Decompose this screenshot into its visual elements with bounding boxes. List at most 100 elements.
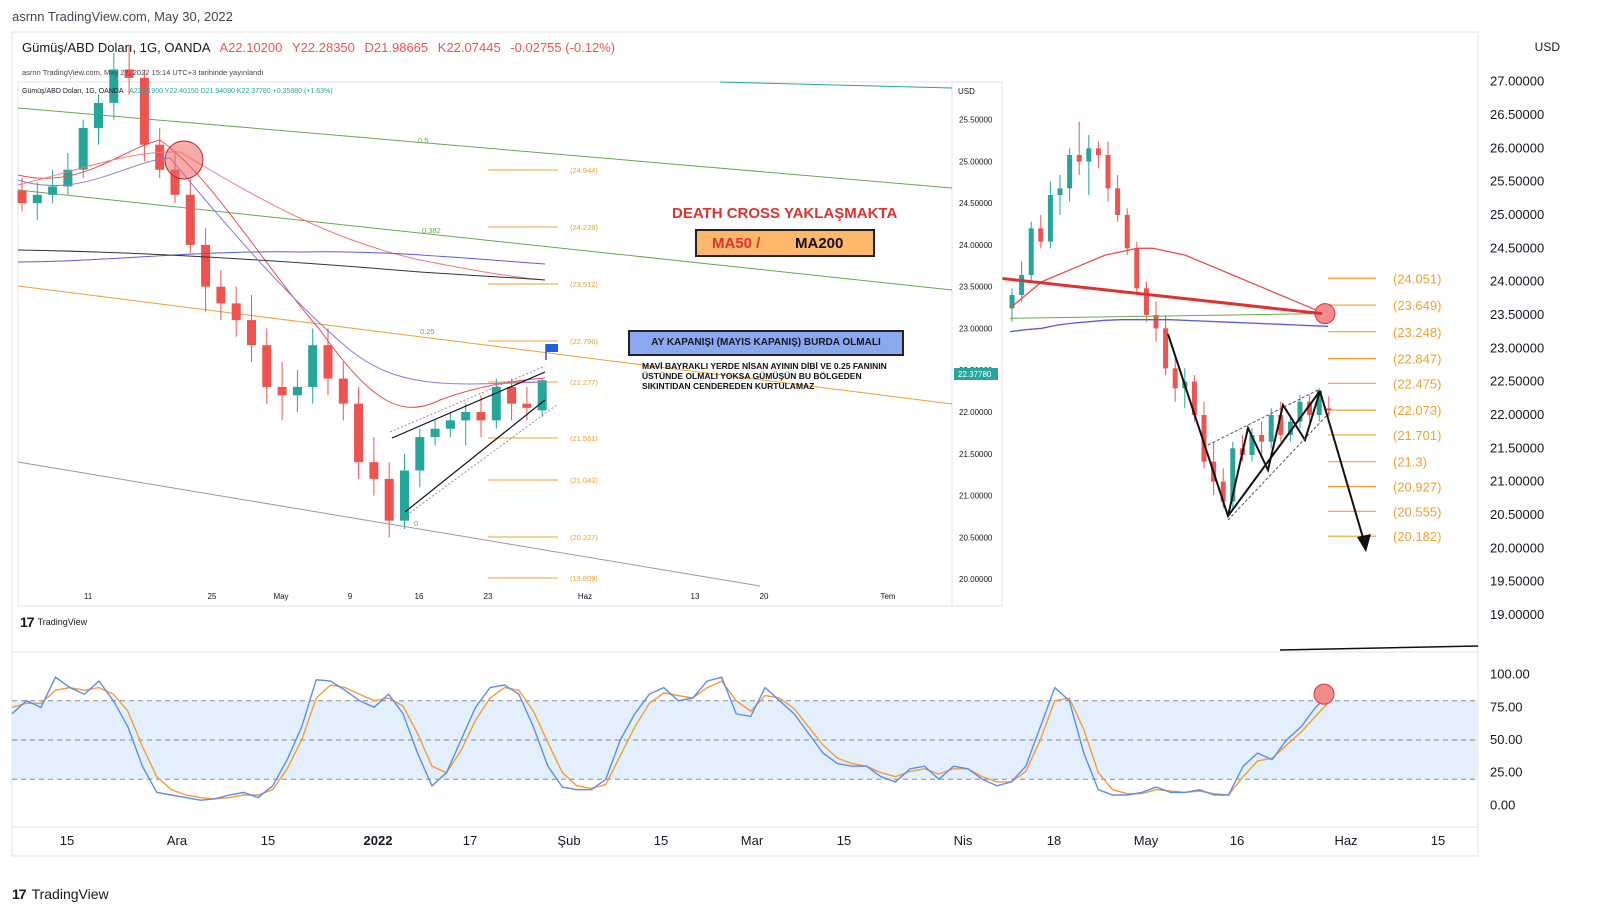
- ma50-label: MA50 /: [712, 235, 761, 252]
- y-tick-label: 25.50000: [1490, 174, 1544, 189]
- inset-ma-long: [17, 249, 546, 281]
- candle-body: [1028, 228, 1034, 275]
- fib-level-label: (24.051): [1393, 271, 1441, 286]
- candle-body: [1259, 435, 1265, 442]
- inset-y-tick: 20.50000: [959, 533, 993, 542]
- inset-y-tick: 21.00000: [959, 492, 993, 501]
- note-text: MAVİ BAYRAKLI YERDE NİSAN AYININ DİBİ VE…: [642, 361, 887, 391]
- candle-body: [1047, 195, 1053, 242]
- inset-y-tick: 25.50000: [959, 116, 993, 125]
- y-tick-label: 25.00000: [1490, 207, 1544, 222]
- inset-x-tick: Haz: [578, 592, 592, 601]
- candle-body: [1038, 228, 1044, 242]
- fan-line-green: [1009, 313, 1319, 319]
- inset-candle-body: [430, 428, 440, 438]
- y-tick-label: 24.00000: [1490, 274, 1544, 289]
- inset-fib-label: (24.228): [570, 223, 598, 232]
- x-tick-label: 18: [1047, 833, 1061, 848]
- y-tick-label: 21.50000: [1490, 440, 1544, 455]
- tradingview-brand[interactable]: 17 TradingView: [12, 886, 109, 902]
- fib-level-label: (22.475): [1393, 376, 1441, 391]
- inset-candle-body: [201, 244, 211, 287]
- candle-body: [1268, 415, 1274, 442]
- inset-tradingview-brand: 17 TradingView: [20, 614, 87, 630]
- inset-fan-label: 0: [414, 519, 418, 528]
- inset-fib-label: (22.277): [570, 378, 598, 387]
- inset-x-tick: Tem: [880, 592, 895, 601]
- fib-level-label: (23.248): [1393, 325, 1441, 340]
- inset-candle-body: [354, 403, 364, 463]
- wedge-zigzag: [1227, 390, 1321, 517]
- inset-candle-body: [537, 380, 547, 411]
- inset-fan-0.25: [17, 285, 953, 405]
- candle-body: [1115, 188, 1121, 215]
- ohlc-high: Y22.28350: [292, 40, 355, 55]
- candle-body: [1076, 155, 1082, 162]
- ohlc-open: A22.10200: [219, 40, 283, 55]
- bearish-target-arrow: [1319, 390, 1367, 549]
- candle-body: [1134, 248, 1140, 289]
- inset-price-badge: [954, 368, 998, 380]
- inset-channel-lower: [399, 403, 559, 521]
- y-tick-label: 19.50000: [1490, 574, 1544, 589]
- candle-body: [1307, 401, 1313, 415]
- inset-candle-body: [415, 437, 425, 471]
- ma-crossover-box: MA50 / MA200: [695, 229, 875, 257]
- inset-candle-body: [109, 69, 119, 103]
- inset-candle-body: [445, 420, 455, 429]
- x-tick-label: 16: [1230, 833, 1244, 848]
- inset-candle-body: [400, 470, 409, 521]
- candle-body: [1249, 435, 1255, 455]
- candle-body: [1316, 390, 1322, 415]
- inset-fib-label: (19.809): [570, 574, 598, 583]
- inset-ma-mid: [17, 157, 546, 385]
- inset-fan-label: 0.25: [420, 327, 435, 336]
- inset-currency: USD: [958, 87, 975, 96]
- inset-ma200: [17, 251, 546, 265]
- month-close-box: AY KAPANIŞI (MAYIS KAPANIŞ) BURDA OLMALI: [628, 330, 904, 356]
- inset-candle-body: [491, 386, 501, 421]
- inset-y-tick: 24.00000: [959, 241, 993, 250]
- candle-body: [1019, 275, 1025, 295]
- stoch-y-tick: 100.00: [1490, 667, 1530, 682]
- inset-y-tick: 23.00000: [959, 324, 993, 333]
- fib-level-label: (20.182): [1393, 529, 1441, 544]
- symbol-legend: Gümüş/ABD Doları, 1G, OANDA A22.10200 Y2…: [22, 40, 615, 55]
- ohlc-low: D21.98665: [364, 40, 429, 55]
- inset-price-badge-label: 22.37780: [958, 370, 992, 379]
- inset-wedge-lower: [404, 399, 546, 513]
- y-tick-label: 20.50000: [1490, 507, 1544, 522]
- ohlc-change: -0.02755 (-0.12%): [510, 40, 616, 55]
- y-tick-label: 19.00000: [1490, 607, 1544, 622]
- inset-candle-body: [308, 345, 318, 387]
- x-tick-label: 17: [463, 833, 477, 848]
- x-tick-label: 15: [261, 833, 275, 848]
- y-tick-label: 23.50000: [1490, 307, 1544, 322]
- inset-fib-label: (23.512): [570, 280, 598, 289]
- trend-line: [1279, 645, 1479, 651]
- inset-candle-body: [461, 412, 471, 421]
- inset-fib-label: (22.796): [570, 337, 598, 346]
- candle-body: [1153, 315, 1159, 329]
- stoch-y-tick: 25.00: [1490, 765, 1523, 780]
- inset-y-tick: 25.00000: [959, 157, 993, 166]
- candle-body: [1086, 148, 1092, 162]
- inset-fib-label: (20.327): [570, 533, 598, 542]
- inset-candle-body: [17, 190, 27, 204]
- currency-label: USD: [1534, 40, 1560, 54]
- symbol-name[interactable]: Gümüş/ABD Doları, 1G, OANDA: [22, 40, 210, 55]
- inset-candle-body: [32, 194, 42, 204]
- x-tick-label: May: [1134, 833, 1159, 848]
- inset-fan-label: 0.5: [418, 136, 428, 145]
- inset-y-tick: 24.50000: [959, 199, 993, 208]
- inset-top-line: [719, 81, 953, 89]
- x-tick-label: 2022: [364, 833, 393, 848]
- inset-fib-label: (21.043): [570, 476, 598, 485]
- y-tick-label: 27.00000: [1490, 74, 1544, 89]
- fib-level-label: (20.555): [1393, 504, 1441, 519]
- inset-candle-body: [292, 386, 302, 396]
- y-tick-label: 23.00000: [1490, 340, 1544, 355]
- ma200-label: MA200: [795, 235, 844, 252]
